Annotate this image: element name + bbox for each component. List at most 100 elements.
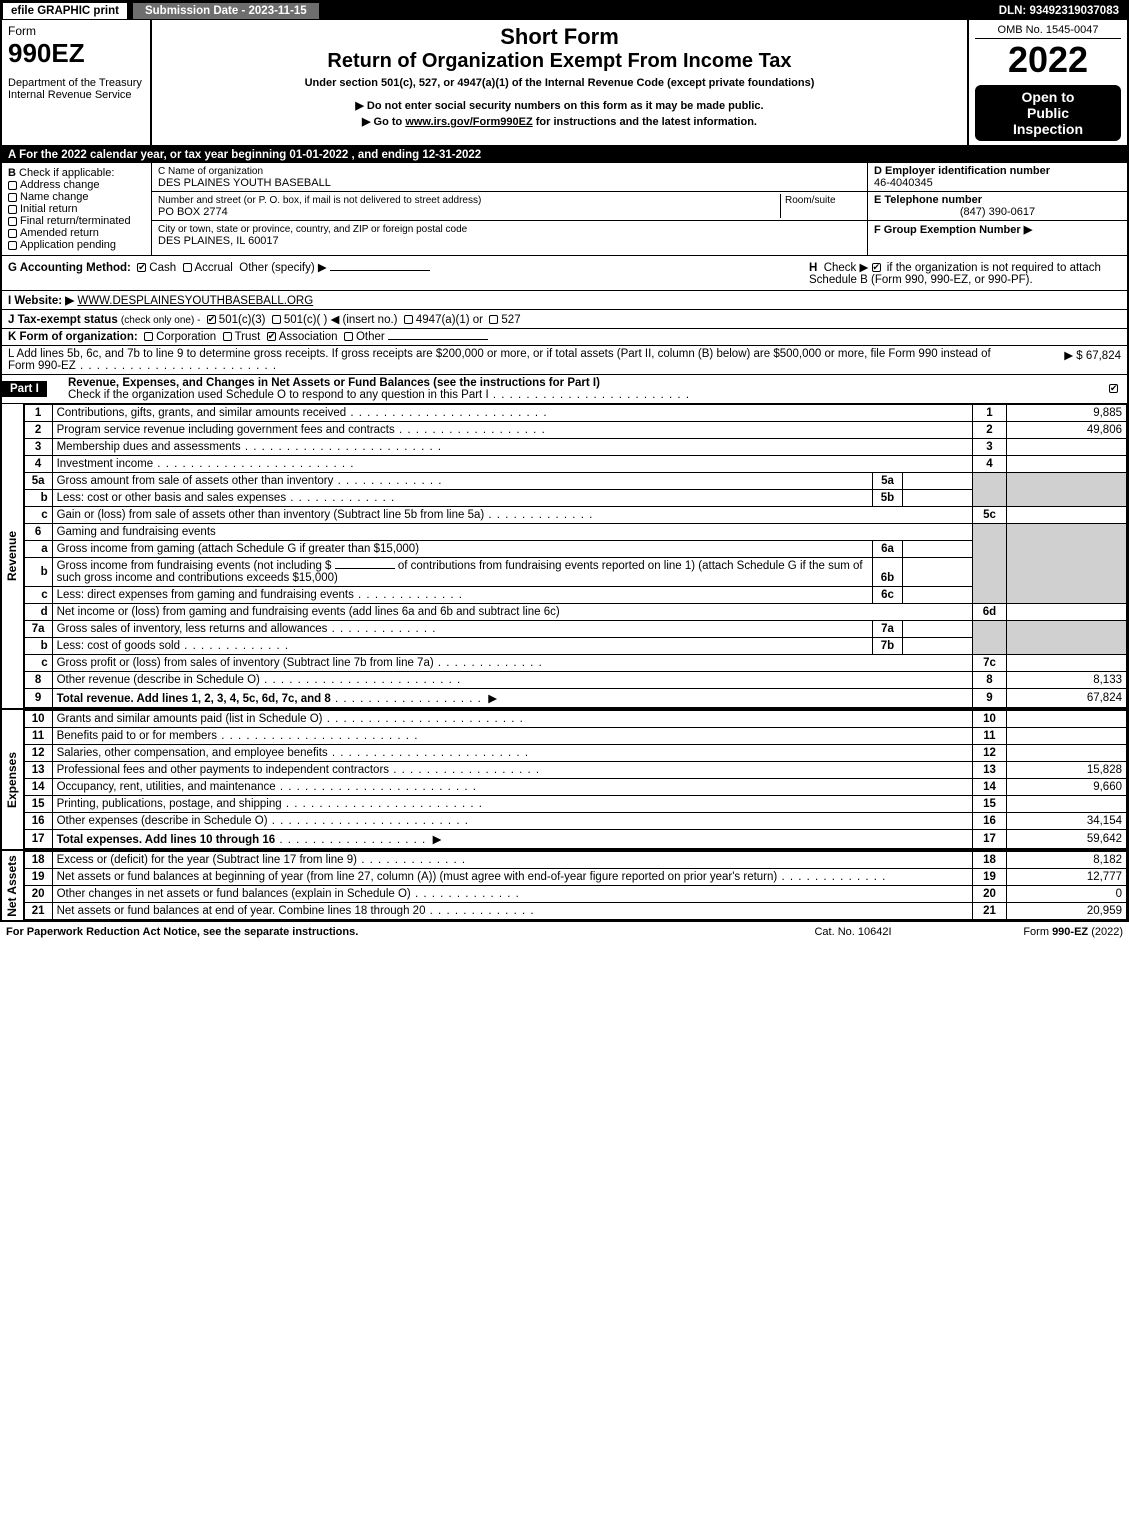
chk-accrual[interactable] [183, 263, 192, 272]
section-b-through-f: B Check if applicable: Address change Na… [2, 163, 1127, 256]
g-other-specify[interactable] [330, 270, 430, 271]
l9-val: 67,824 [1007, 689, 1127, 708]
l16-num: 16 [24, 813, 52, 830]
l-text: L Add lines 5b, 6c, and 7b to line 9 to … [8, 348, 1001, 372]
c-city-block: City or town, state or province, country… [152, 221, 867, 249]
e-label: E Telephone number [874, 194, 982, 206]
l2-col: 2 [973, 422, 1007, 439]
l5a-desc: Gross amount from sale of assets other t… [52, 473, 872, 490]
l6b-grey [973, 558, 1007, 587]
l6b-d1: Gross income from fundraising events (no… [57, 560, 332, 572]
chk-trust[interactable] [223, 332, 232, 341]
form-number: 990EZ [8, 38, 144, 69]
chk-501c[interactable] [272, 315, 281, 324]
irs-link[interactable]: www.irs.gov/Form990EZ [405, 116, 532, 128]
l6a-desc: Gross income from gaming (attach Schedul… [52, 541, 872, 558]
l17-num: 17 [24, 830, 52, 849]
b-addr: Address change [20, 179, 100, 191]
org-city: DES PLAINES, IL 60017 [158, 235, 279, 247]
l6b-amount-field[interactable] [335, 568, 395, 569]
line-7b: b Less: cost of goods sold 7b [24, 638, 1126, 655]
l13-val: 15,828 [1007, 762, 1127, 779]
l18-col: 18 [973, 852, 1007, 869]
chk-initial-return[interactable] [8, 205, 17, 214]
l5c-desc: Gain or (loss) from sale of assets other… [52, 507, 972, 524]
chk-501c3[interactable] [207, 315, 216, 324]
l15-col: 15 [973, 796, 1007, 813]
dln: DLN: 93492319037083 [991, 3, 1127, 19]
line-10: 10 Grants and similar amounts paid (list… [24, 711, 1126, 728]
section-c: C Name of organization DES PLAINES YOUTH… [152, 163, 867, 255]
chk-amended[interactable] [8, 229, 17, 238]
website-value[interactable]: WWW.DESPLAINESYOUTHBASEBALL.ORG [77, 295, 313, 307]
chk-pending[interactable] [8, 241, 17, 250]
k-other-specify[interactable] [388, 339, 488, 340]
l7b-num: b [24, 638, 52, 655]
l11-desc: Benefits paid to or for members [52, 728, 972, 745]
l4-col: 4 [973, 456, 1007, 473]
line-18: 18 Excess or (deficit) for the year (Sub… [24, 852, 1126, 869]
l20-num: 20 [24, 886, 52, 903]
l6b-greyval [1007, 558, 1127, 587]
l2-num: 2 [24, 422, 52, 439]
line-11: 11 Benefits paid to or for members 11 [24, 728, 1126, 745]
chk-address-change[interactable] [8, 181, 17, 190]
l1-val: 9,885 [1007, 405, 1127, 422]
l19-val: 12,777 [1007, 869, 1127, 886]
org-street: PO BOX 2774 [158, 206, 228, 218]
l15-val [1007, 796, 1127, 813]
part-i-check: Check if the organization used Schedule … [68, 389, 690, 401]
l2-desc: Program service revenue including govern… [52, 422, 972, 439]
revenue-section: Revenue 1 Contributions, gifts, grants, … [2, 404, 1127, 708]
form-header: Form 990EZ Department of the Treasury In… [2, 20, 1127, 147]
chk-assoc[interactable] [267, 332, 276, 341]
efile-print-button[interactable]: efile GRAPHIC print [2, 2, 128, 20]
l17-desc: Total expenses. Add lines 10 through 16 [57, 834, 276, 846]
k-label: K Form of organization: [8, 331, 138, 343]
l12-desc: Salaries, other compensation, and employ… [52, 745, 972, 762]
l19-col: 19 [973, 869, 1007, 886]
chk-schedule-b[interactable] [872, 263, 881, 272]
form-990ez-page: efile GRAPHIC print Submission Date - 20… [0, 0, 1129, 922]
chk-527[interactable] [489, 315, 498, 324]
chk-4947a1[interactable] [404, 315, 413, 324]
section-a-calendar-year: A For the 2022 calendar year, or tax yea… [2, 147, 1127, 163]
l19-desc: Net assets or fund balances at beginning… [52, 869, 972, 886]
b-pending: Application pending [20, 239, 116, 251]
l14-val: 9,660 [1007, 779, 1127, 796]
l18-val: 8,182 [1007, 852, 1127, 869]
expenses-vertical-label: Expenses [2, 710, 24, 849]
l7a-mini: 7a [873, 621, 903, 638]
l6-num: 6 [24, 524, 52, 541]
chk-final-return[interactable] [8, 217, 17, 226]
l5b-minival [903, 490, 973, 507]
l7a-grey [973, 621, 1007, 638]
chk-schedule-o-part1[interactable] [1109, 384, 1118, 393]
l6a-minival [903, 541, 973, 558]
l1-col: 1 [973, 405, 1007, 422]
c-room-label: Room/suite [785, 195, 836, 206]
l6d-col: 6d [973, 604, 1007, 621]
line-5b: b Less: cost or other basis and sales ex… [24, 490, 1126, 507]
l12-num: 12 [24, 745, 52, 762]
l7b-minival [903, 638, 973, 655]
l15-num: 15 [24, 796, 52, 813]
l17-desc-cell: Total expenses. Add lines 10 through 16 … [52, 830, 972, 849]
line-1: 1 Contributions, gifts, grants, and simi… [24, 405, 1126, 422]
chk-cash[interactable] [137, 263, 146, 272]
l6c-greyval [1007, 587, 1127, 604]
form-word: Form [8, 24, 144, 38]
l3-col: 3 [973, 439, 1007, 456]
omb-number: OMB No. 1545-0047 [975, 24, 1121, 39]
chk-other[interactable] [344, 332, 353, 341]
l11-val [1007, 728, 1127, 745]
short-form-title: Short Form [158, 24, 961, 50]
c-street-block: Number and street (or P. O. box, if mail… [152, 192, 867, 221]
chk-corp[interactable] [144, 332, 153, 341]
l16-val: 34,154 [1007, 813, 1127, 830]
i-label: I Website: ▶ [8, 295, 74, 307]
open-to-public: Open to Public Inspection [975, 85, 1121, 141]
chk-name-change[interactable] [8, 193, 17, 202]
l17-col: 17 [973, 830, 1007, 849]
k-assoc: Association [279, 331, 338, 343]
